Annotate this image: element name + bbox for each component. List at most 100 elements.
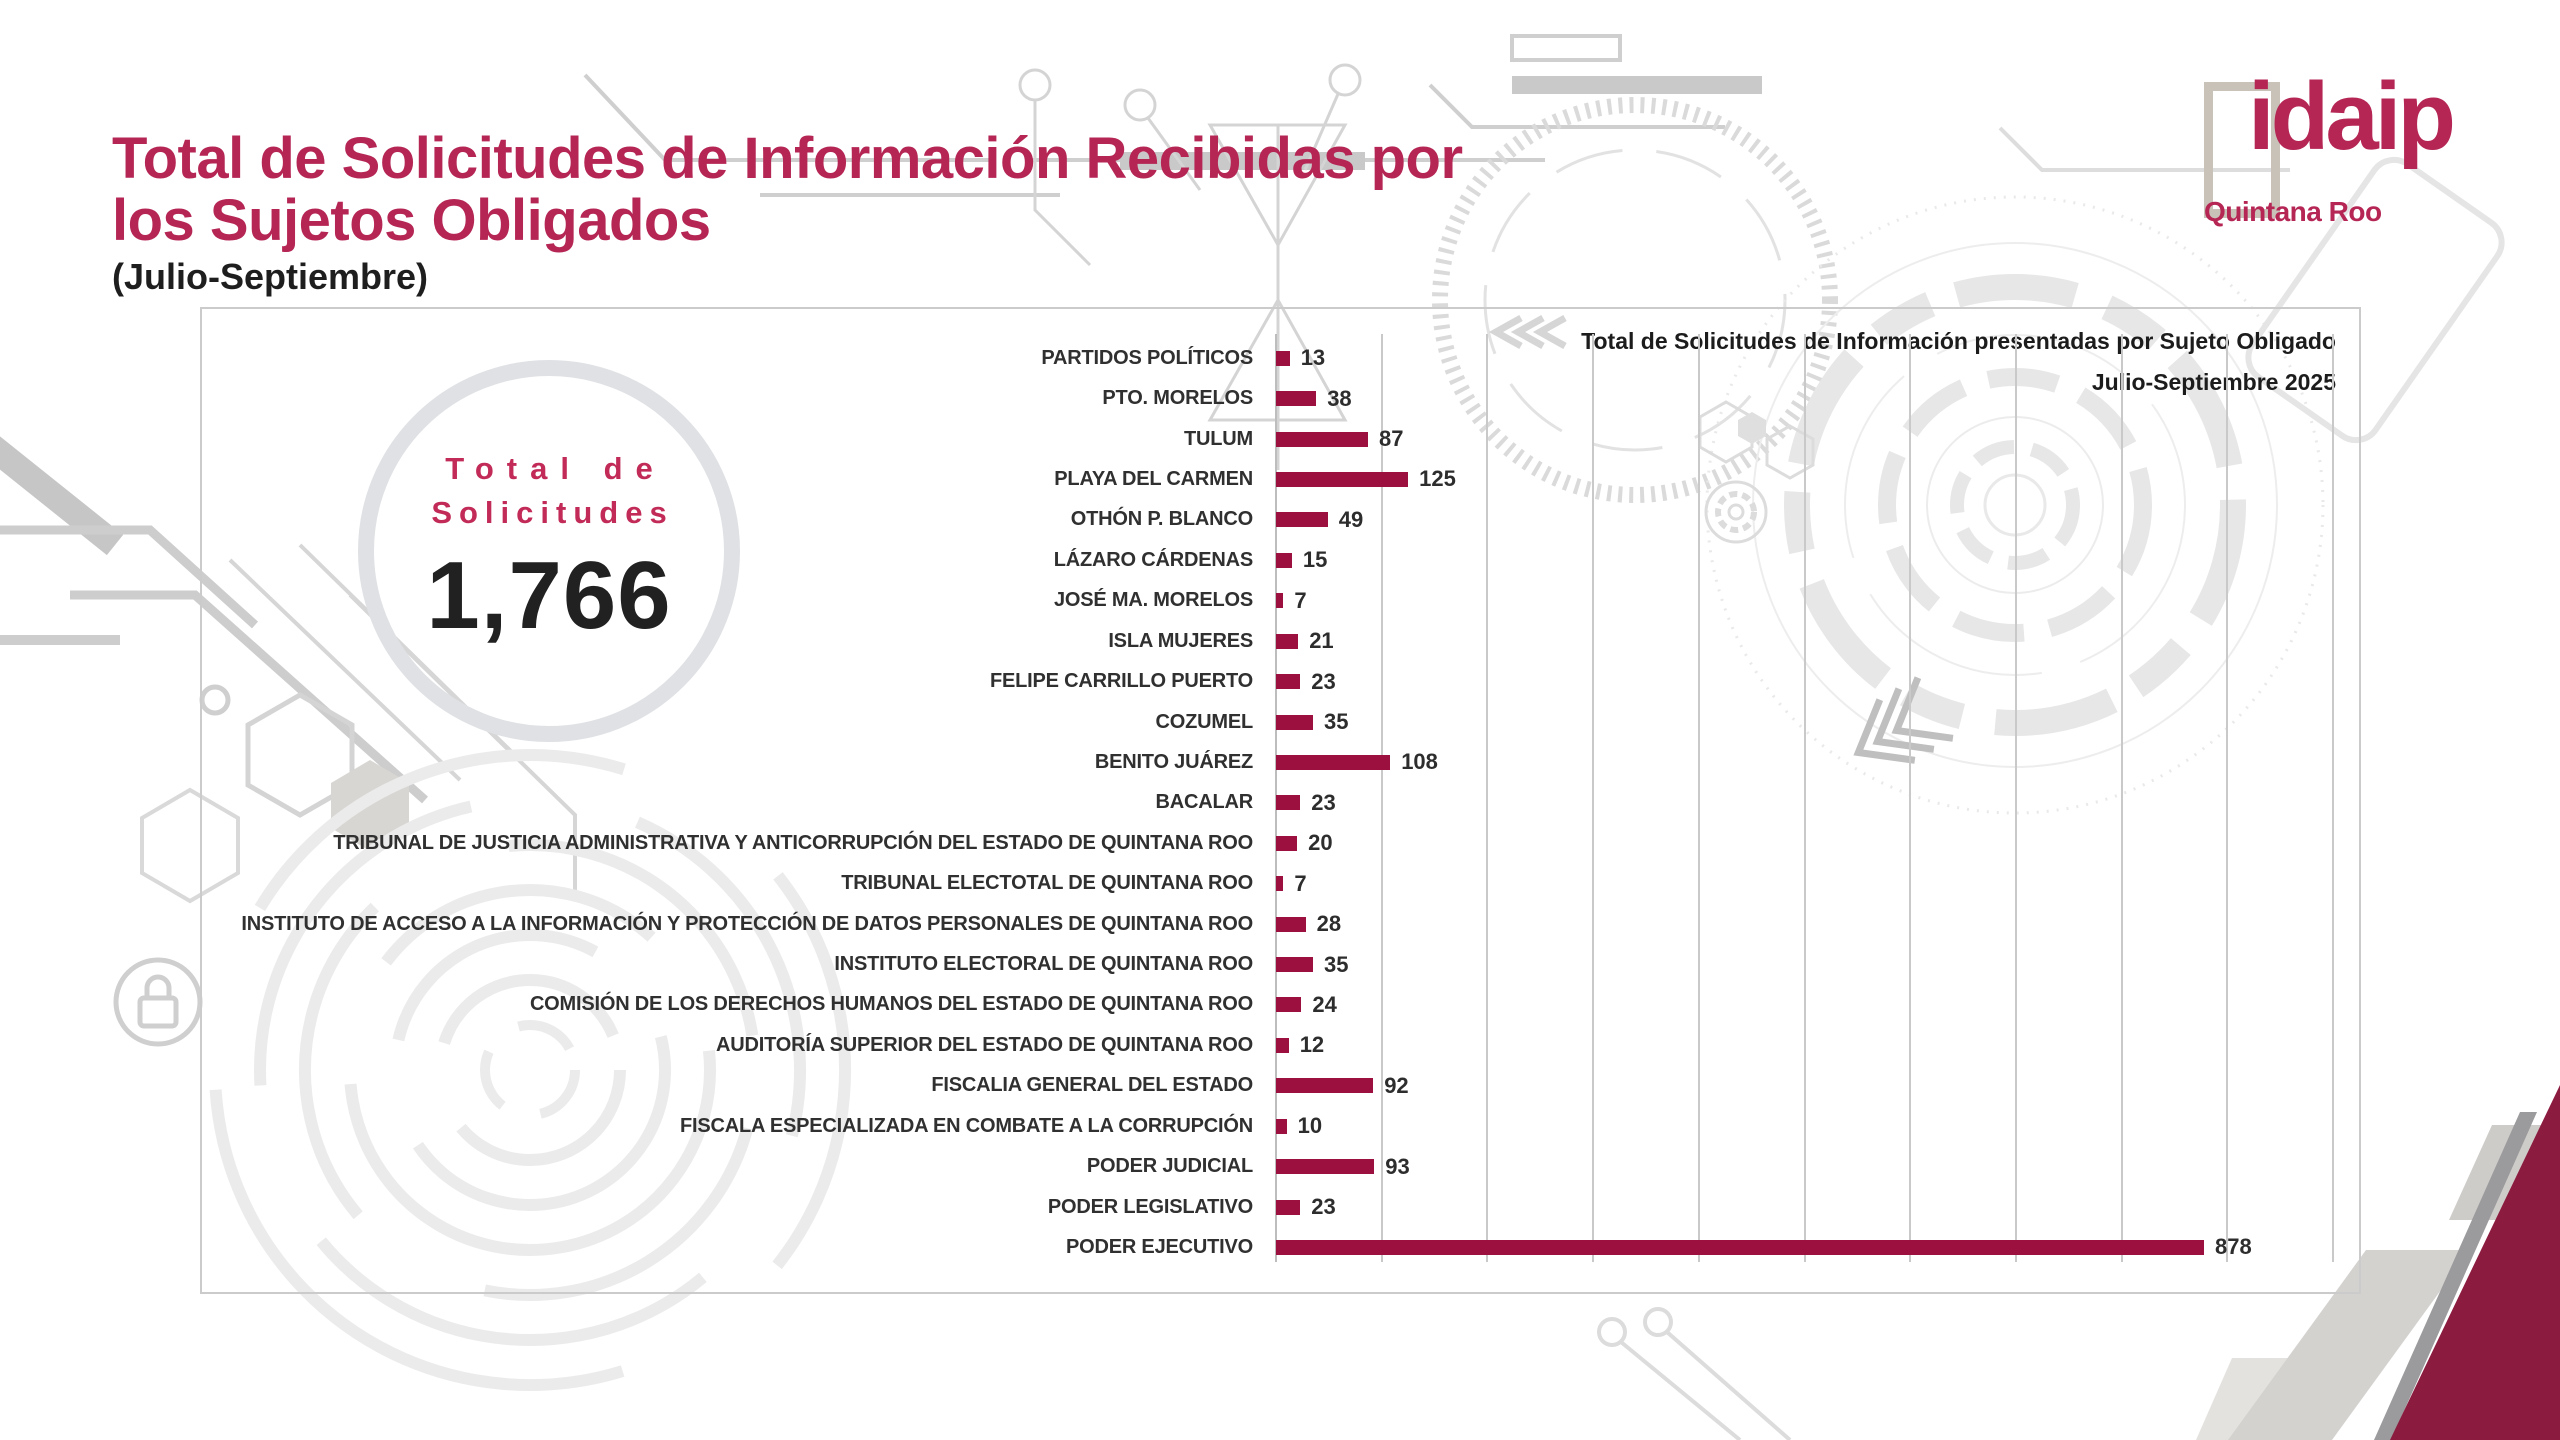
bar <box>1276 1159 1375 1175</box>
header: Total de Solicitudes de Información Reci… <box>112 128 1463 298</box>
corner-stripes <box>2196 1085 2560 1440</box>
category-label: PLAYA DEL CARMEN <box>1054 467 1253 490</box>
gridline <box>2332 334 2334 1262</box>
value-label: 93 <box>1385 1153 1410 1179</box>
chevrons-icon-top <box>1488 314 1567 350</box>
chart-row: OTHÓN P. BLANCO 49 <box>212 500 2352 540</box>
chart-title: Total de Solicitudes de Información pres… <box>1581 328 2336 354</box>
value-label: 878 <box>2215 1234 2252 1260</box>
bar <box>1276 512 1328 528</box>
total-badge-value: 1,766 <box>426 542 672 649</box>
category-label: PODER LEGISLATIVO <box>1047 1195 1253 1218</box>
category-label: LÁZARO CÁRDENAS <box>1053 548 1253 571</box>
page-title-line2: los Sujetos Obligados <box>112 188 711 253</box>
page-subtitle: (Julio-Septiembre) <box>112 256 429 297</box>
category-label: INSTITUTO ELECTORAL DE QUINTANA ROO <box>834 953 1253 976</box>
bar-track: 125 <box>1264 459 2352 499</box>
bar-track: 21 <box>1264 621 2352 661</box>
value-label: 108 <box>1401 749 1438 775</box>
bar-track: 49 <box>1264 500 2352 540</box>
chart-row: PODER LEGISLATIVO 23 <box>212 1187 2352 1227</box>
chart-row: TULUM 87 <box>212 419 2352 459</box>
chart-row: FISCALA ESPECIALIZADA EN COMBATE A LA CO… <box>212 1106 2352 1146</box>
bar <box>1276 1037 1289 1053</box>
value-label: 92 <box>1384 1072 1409 1098</box>
category-label: TRIBUNAL ELECTOTAL DE QUINTANA ROO <box>841 872 1253 895</box>
bar-track: 20 <box>1264 823 2352 863</box>
chart-row: PLAYA DEL CARMEN 125 <box>212 459 2352 499</box>
bar-track: 15 <box>1264 540 2352 580</box>
gridline <box>2120 334 2123 1262</box>
bar-chart-rows: PARTIDOS POLÍTICOS 13 PTO. MORELOS 38 TULUM 8… <box>212 338 2352 1268</box>
category-label: PODER JUDICIAL <box>1086 1155 1253 1178</box>
value-label: 125 <box>1419 466 1456 492</box>
bar <box>1276 350 1290 366</box>
chart-row: PARTIDOS POLÍTICOS 13 <box>212 338 2352 378</box>
category-label: FELIPE CARRILLO PUERTO <box>989 670 1253 693</box>
phone-sketch <box>2245 156 2505 444</box>
chart-row: INSTITUTO ELECTORAL DE QUINTANA ROO 35 <box>212 944 2352 984</box>
idaip-logo: idaip Quintana Roo <box>2196 63 2496 248</box>
chart-row: FISCALIA GENERAL DEL ESTADO 92 <box>212 1066 2352 1106</box>
value-label: 23 <box>1311 789 1336 815</box>
value-label: 7 <box>1294 870 1307 896</box>
bar-track: 35 <box>1264 702 2352 742</box>
value-label: 20 <box>1308 830 1333 856</box>
logo-wordmark: idaip <box>2248 63 2456 170</box>
bar-track: 23 <box>1264 783 2352 823</box>
circuit-lines-left <box>0 436 577 900</box>
chart-row: PODER EJECUTIVO 878 <box>212 1227 2352 1267</box>
value-label: 23 <box>1311 668 1336 694</box>
bar-track: 24 <box>1264 985 2352 1025</box>
bar-track: 7 <box>1264 863 2352 903</box>
value-label: 24 <box>1312 991 1337 1017</box>
bar <box>1276 633 1299 649</box>
bar <box>1276 795 1301 811</box>
value-label: 28 <box>1316 911 1342 937</box>
value-label: 35 <box>1324 709 1349 734</box>
category-label: BACALAR <box>1155 791 1254 814</box>
category-label: FISCALIA GENERAL DEL ESTADO <box>931 1074 1253 1097</box>
category-label: OTHÓN P. BLANCO <box>1070 508 1253 531</box>
chart-row: JOSÉ MA. MORELOS 7 <box>212 581 2352 621</box>
bar-track: 93 <box>1264 1146 2352 1186</box>
hexagon-cluster <box>1698 400 1815 544</box>
chart-panel <box>200 307 2361 1294</box>
category-label: PTO. MORELOS <box>1102 387 1253 410</box>
category-label: TRIBUNAL DE JUSTICIA ADMINISTRATIVA Y AN… <box>333 831 1253 854</box>
gridline <box>1592 334 1595 1262</box>
chart-row: FELIPE CARRILLO PUERTO 23 <box>212 661 2352 701</box>
page-title-line1: Total de Solicitudes de Información Reci… <box>112 126 1463 191</box>
gridline <box>1909 334 1912 1262</box>
chart-row: TRIBUNAL ELECTOTAL DE QUINTANA ROO 7 <box>212 863 2352 903</box>
category-label: INSTITUTO DE ACCESO A LA INFORMACIÓN Y P… <box>241 912 1253 935</box>
bar <box>1276 1118 1287 1134</box>
total-badge-label2: Solicitudes <box>431 495 674 530</box>
value-label: 87 <box>1379 426 1404 452</box>
total-badge-label: Total de <box>445 451 666 486</box>
value-label: 13 <box>1300 345 1326 371</box>
gridline <box>1380 334 1383 1262</box>
gridline <box>1486 334 1489 1262</box>
gridline <box>2014 334 2017 1262</box>
bar <box>1276 391 1317 407</box>
value-label: 15 <box>1302 547 1328 573</box>
chart-row: BACALAR 23 <box>212 783 2352 823</box>
bar-track: 35 <box>1264 944 2352 984</box>
value-label: 49 <box>1338 506 1364 532</box>
category-label: FISCALA ESPECIALIZADA EN COMBATE A LA CO… <box>680 1114 1253 1137</box>
bar <box>1276 471 1409 487</box>
scales-sketch <box>1018 63 1362 470</box>
bar <box>1276 876 1284 892</box>
bar-track: 23 <box>1264 661 2352 701</box>
logo-frame-icon <box>2204 82 2280 218</box>
bar-track: 92 <box>1264 1066 2352 1106</box>
chart-row: TRIBUNAL DE JUSTICIA ADMINISTRATIVA Y AN… <box>212 823 2352 863</box>
category-label: JOSÉ MA. MORELOS <box>1053 589 1253 612</box>
bar <box>1276 916 1306 932</box>
chart-row: ISLA MUJERES 21 <box>212 621 2352 661</box>
bar-track: 13 <box>1264 338 2352 378</box>
chart-heading: Total de Solicitudes de Información pres… <box>1581 328 2336 396</box>
bar-track: 108 <box>1264 742 2352 782</box>
bar-track: 878 <box>1264 1227 2352 1267</box>
